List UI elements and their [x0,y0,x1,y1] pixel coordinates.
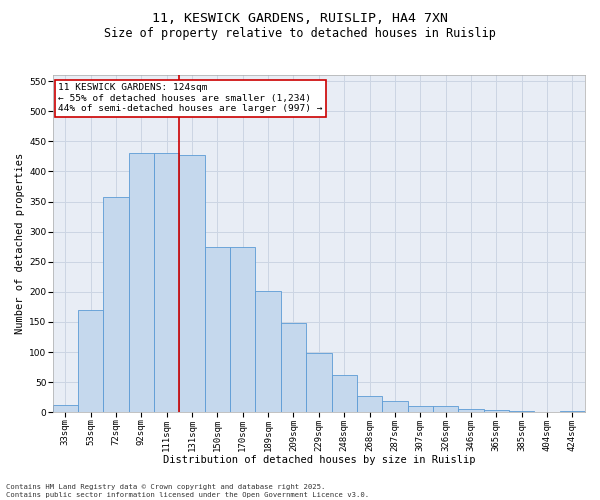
Bar [205,246,230,412]
Bar [560,411,585,412]
Text: 11, KESWICK GARDENS, RUISLIP, HA4 7XN: 11, KESWICK GARDENS, RUISLIP, HA4 7XN [152,12,448,26]
Bar [484,410,509,412]
Bar [382,401,407,412]
Bar [53,405,78,412]
Bar [458,410,484,412]
Bar [357,396,382,412]
Bar [332,375,357,412]
X-axis label: Distribution of detached houses by size in Ruislip: Distribution of detached houses by size … [163,455,475,465]
Bar [509,411,535,412]
Bar [230,246,256,412]
Y-axis label: Number of detached properties: Number of detached properties [15,153,25,334]
Bar [154,154,179,412]
Bar [306,354,332,412]
Bar [129,154,154,412]
Bar [281,322,306,412]
Text: 11 KESWICK GARDENS: 124sqm
← 55% of detached houses are smaller (1,234)
44% of s: 11 KESWICK GARDENS: 124sqm ← 55% of deta… [58,84,322,113]
Bar [433,406,458,412]
Bar [256,290,281,412]
Bar [78,310,103,412]
Bar [103,198,129,412]
Text: Contains HM Land Registry data © Crown copyright and database right 2025.
Contai: Contains HM Land Registry data © Crown c… [6,484,369,498]
Bar [407,406,433,412]
Bar [179,154,205,412]
Text: Size of property relative to detached houses in Ruislip: Size of property relative to detached ho… [104,28,496,40]
